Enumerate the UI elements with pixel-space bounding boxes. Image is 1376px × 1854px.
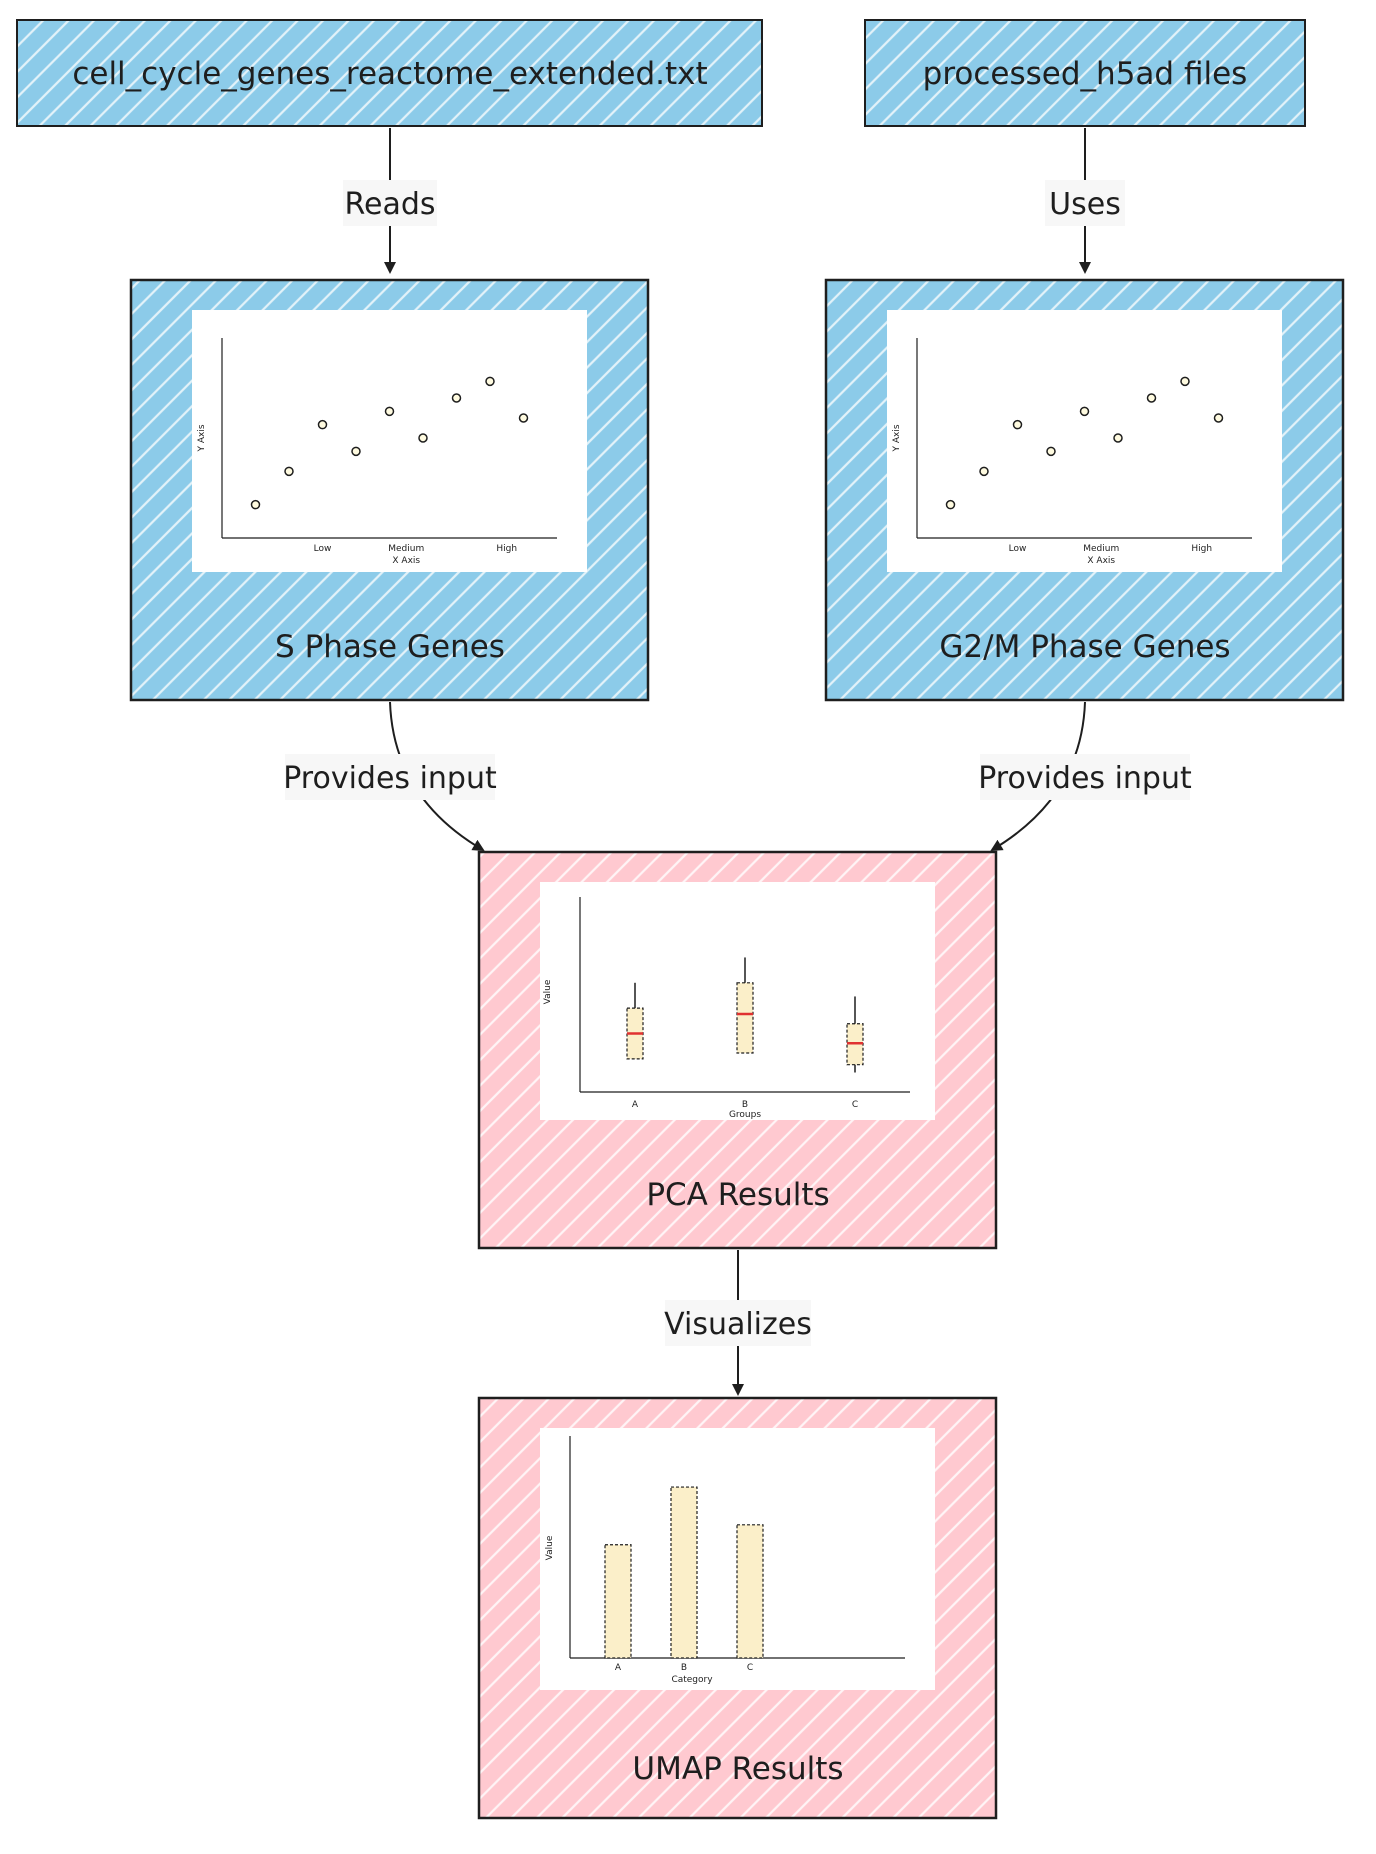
x-tick-label: Low — [314, 544, 332, 554]
node-pca-results[interactable]: A B C Groups Value PCA Results — [477, 850, 998, 1250]
scatter-point — [979, 466, 989, 477]
x-tick-label: High — [496, 544, 517, 554]
scatter-point — [451, 393, 462, 403]
x-tick-label: Medium — [1083, 544, 1119, 554]
y-axis-label: Value — [545, 1535, 555, 1560]
scatter-point — [1180, 376, 1190, 387]
node-label-umap: UMAP Results — [632, 1751, 843, 1787]
x-axis-label: X Axis — [1087, 556, 1115, 566]
x-tick-label: C — [852, 1100, 858, 1110]
node-g2m-phase-genes[interactable]: Low Medium High X Axis Y Axis G2/M Phase Gen… — [824, 278, 1345, 702]
node-label-pca: PCA Results — [646, 1177, 829, 1213]
x-tick-label: High — [1191, 544, 1212, 554]
scatter-point — [418, 433, 428, 443]
x-tick-label: A — [615, 1663, 622, 1673]
box-body — [736, 982, 754, 1054]
scatter-point — [1012, 419, 1023, 430]
scatter-point — [518, 413, 529, 423]
x-tick-label: B — [742, 1100, 748, 1110]
x-axis-label: Groups — [729, 1110, 761, 1120]
scatter-point — [317, 419, 328, 430]
node-umap-results[interactable]: A B C Category Value UMAP Results — [477, 1396, 998, 1820]
scatter-point — [1113, 433, 1123, 443]
x-axis-label: Category — [671, 1675, 713, 1685]
edge-label-provides-input-right: Provides input — [978, 761, 1192, 796]
x-tick-label: A — [632, 1100, 639, 1110]
node-cell-cycle-file[interactable]: cell_cycle_genes_reactome_extended.txt — [16, 19, 763, 127]
bar — [604, 1544, 632, 1659]
x-tick-label: Medium — [388, 544, 424, 554]
x-tick-label: B — [681, 1663, 687, 1673]
s-phase-scatter-chart: Low Medium High X Axis Y Axis — [197, 338, 557, 566]
scatter-point — [1146, 393, 1157, 403]
bar — [736, 1524, 764, 1659]
x-tick-label: Low — [1009, 544, 1027, 554]
edge-provides-input-left: Provides input — [283, 701, 497, 852]
bar — [670, 1486, 698, 1659]
scatter-point — [1079, 406, 1090, 417]
scatter-point — [250, 499, 261, 510]
edge-label-provides-input-left: Provides input — [283, 761, 497, 796]
node-label-cell-cycle-file: cell_cycle_genes_reactome_extended.txt — [72, 56, 707, 92]
scatter-point — [945, 499, 956, 510]
edge-label-uses: Uses — [1049, 187, 1121, 222]
edge-provides-input-right: Provides input — [978, 701, 1192, 852]
scatter-point — [384, 406, 395, 417]
umap-bar-chart: A B C Category Value — [545, 1436, 905, 1685]
edge-visualizes: Visualizes — [664, 1250, 812, 1396]
y-axis-label: Y Axis — [197, 424, 207, 452]
pca-box-chart: A B C Groups Value — [543, 897, 910, 1120]
y-axis-label: Value — [543, 979, 553, 1004]
edge-uses: Uses — [1045, 128, 1125, 274]
x-axis-label: X Axis — [392, 556, 420, 566]
edge-label-visualizes: Visualizes — [664, 1307, 812, 1342]
scatter-point — [284, 466, 294, 477]
scatter-point — [1046, 446, 1056, 457]
node-s-phase-genes[interactable]: Low Medium High X Axis Y Axis S Phase Genes — [129, 278, 650, 702]
scatter-point — [485, 376, 495, 387]
y-axis-label: Y Axis — [892, 424, 902, 452]
node-label-g2m-phase: G2/M Phase Genes — [939, 629, 1230, 665]
x-tick-label: C — [747, 1663, 753, 1673]
scatter-point — [1213, 413, 1224, 423]
node-processed-h5ad[interactable]: processed_h5ad files — [864, 19, 1306, 127]
scatter-point — [351, 446, 361, 457]
node-label-s-phase: S Phase Genes — [275, 629, 505, 665]
edge-label-reads: Reads — [344, 187, 435, 222]
edge-reads: Reads — [343, 128, 437, 274]
node-label-processed-h5ad: processed_h5ad files — [923, 56, 1248, 92]
g2m-phase-scatter-chart: Low Medium High X Axis Y Axis — [892, 338, 1252, 566]
